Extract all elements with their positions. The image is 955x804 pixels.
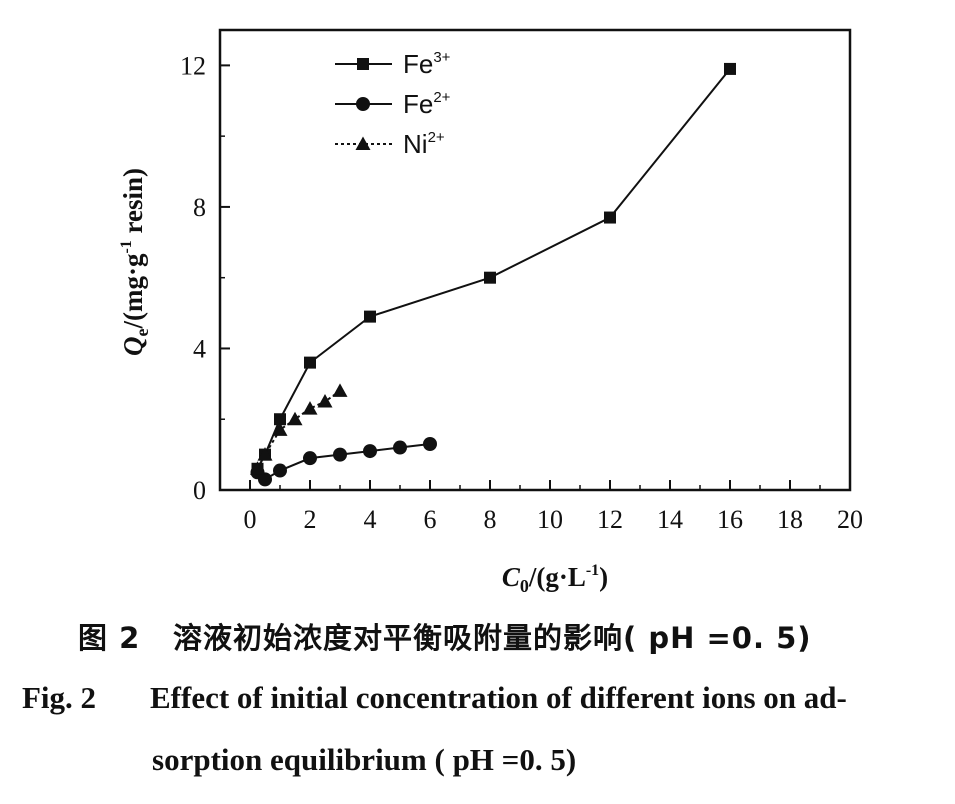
y-axis-label: Qe/(mg·g-1 resin) (118, 168, 152, 356)
chart: 0 2 4 6 8 10 12 14 16 18 20 0 4 8 12 Fe3+ Fe2+ Ni2+ C0/… (118, 28, 863, 596)
caption-english-line2: sorption equilibrium ( pH =0. 5) (152, 742, 576, 778)
y-tick-label: 4 (193, 334, 206, 363)
square-marker (274, 413, 286, 426)
x-tick-label: 10 (537, 505, 563, 534)
series-line (256, 68, 731, 470)
x-tick-label: 6 (424, 505, 437, 534)
legend-item: Fe2+ (335, 89, 451, 119)
series-square (251, 62, 736, 475)
caption-chinese-text: 溶液初始浓度对平衡吸附量的影响( pH =0. 5) (173, 621, 812, 655)
square-marker (604, 211, 616, 224)
series-circle (250, 437, 437, 487)
square-marker (364, 310, 376, 323)
triangle-marker (317, 394, 333, 408)
x-tick-label: 20 (837, 505, 863, 534)
series-layer (250, 62, 736, 487)
circle-marker (356, 97, 370, 111)
caption-english-line1: Fig. 2 Effect of initial concentration of… (22, 680, 847, 716)
triangle-marker (355, 136, 371, 150)
x-axis-label: C0/(g·L-1) (502, 562, 608, 596)
y-tick-label: 12 (180, 51, 206, 80)
x-axis-ticks: 0 2 4 6 8 10 12 14 16 18 20 (244, 480, 863, 534)
y-tick-label: 8 (193, 193, 206, 222)
y-axis-ticks: 0 4 8 12 (180, 51, 230, 505)
square-marker (724, 62, 736, 75)
legend-label: Ni2+ (403, 129, 445, 159)
caption-english-number: Fig. 2 (22, 680, 97, 715)
legend-label: Fe3+ (403, 49, 451, 79)
plot-frame (218, 28, 852, 492)
square-marker (304, 356, 316, 369)
x-tick-label: 4 (364, 505, 377, 534)
triangle-marker (272, 422, 288, 436)
x-tick-label: 16 (717, 505, 743, 534)
caption-english-text-1: Effect of initial concentration of diffe… (150, 680, 847, 715)
caption-english-text-2: sorption equilibrium ( pH =0. 5) (152, 742, 577, 777)
caption-chinese-number: 图 2 (78, 621, 141, 655)
legend: Fe3+ Fe2+ Ni2+ (335, 49, 451, 159)
circle-marker (303, 451, 317, 466)
triangle-marker (332, 383, 348, 397)
x-tick-label: 12 (597, 505, 623, 534)
circle-marker (333, 447, 347, 462)
triangle-marker (302, 401, 318, 415)
x-tick-label: 2 (304, 505, 317, 534)
triangle-marker (250, 461, 265, 475)
x-tick-label: 18 (777, 505, 803, 534)
x-tick-label: 14 (657, 505, 683, 534)
legend-label: Fe2+ (403, 89, 451, 119)
circle-marker (393, 440, 407, 455)
triangle-marker (287, 411, 303, 426)
square-marker (357, 58, 369, 70)
x-tick-label: 8 (484, 505, 497, 534)
y-tick-label: 0 (193, 476, 206, 505)
x-tick-label: 0 (244, 505, 257, 534)
series-triangle (250, 383, 348, 475)
circle-marker (363, 444, 377, 459)
square-marker (484, 271, 496, 284)
circle-marker (423, 437, 437, 451)
legend-item: Ni2+ (335, 129, 445, 159)
legend-item: Fe3+ (335, 49, 451, 79)
triangle-marker (257, 447, 273, 461)
circle-marker (258, 472, 272, 487)
circle-marker (273, 463, 287, 478)
caption-chinese: 图 2 溶液初始浓度对平衡吸附量的影响( pH =0. 5) (78, 615, 812, 657)
